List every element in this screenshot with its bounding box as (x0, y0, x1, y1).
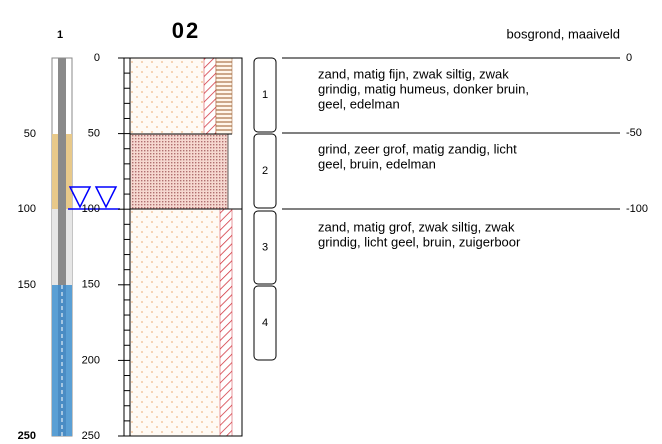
sample-box (253, 57, 277, 133)
silt-admixture (219, 208, 233, 437)
depth-tick-label: 250 (82, 430, 100, 442)
level-label: -100 (626, 203, 648, 215)
water-level-symbol (68, 186, 92, 209)
sample-label: 3 (262, 241, 268, 253)
well-depth-label: 50 (24, 128, 36, 140)
well-depth-label: 150 (18, 279, 36, 291)
sample-box (253, 285, 277, 361)
sand-layer (130, 58, 204, 134)
silt-admixture (203, 57, 217, 135)
sample-box (253, 133, 277, 209)
layer-description: geel, bruin, edelman (318, 156, 436, 171)
well-filter (58, 285, 66, 436)
layer-description: geel, edelman (318, 96, 400, 111)
layer-description: grind, zeer grof, matig zandig, licht (318, 141, 517, 156)
layer-description: zand, matig fijn, zwak siltig, zwak (318, 66, 509, 81)
depth-tick-label: 100 (82, 203, 100, 215)
humus-admixture (215, 57, 233, 135)
gravel-layer (129, 133, 229, 210)
sample-label: 2 (262, 165, 268, 177)
sample-box (253, 210, 277, 285)
depth-tick-label: 150 (82, 279, 100, 291)
sample-label: 4 (262, 317, 268, 329)
level-label: 0 (626, 52, 632, 64)
well-depth-label: 100 (18, 203, 36, 215)
depth-tick-label: 200 (82, 354, 100, 366)
level-label: -50 (626, 127, 642, 139)
sand-layer (130, 209, 220, 436)
well-id: 1 (57, 29, 63, 41)
layer-description: grindig, licht geel, bruin, zuigerboor (318, 234, 521, 249)
surface-description: bosgrond, maaiveld (507, 26, 620, 41)
boring-id: 02 (172, 18, 200, 43)
well-depth-label: 250 (18, 430, 36, 442)
well-pipe (58, 58, 66, 285)
depth-tick-label: 0 (94, 52, 100, 64)
layer-description: zand, matig grof, zwak siltig, zwak (318, 219, 515, 234)
water-level-symbol (94, 186, 118, 209)
depth-tick-label: 50 (88, 128, 100, 140)
sample-label: 1 (262, 89, 268, 101)
boring-column (129, 57, 243, 437)
layer-description: grindig, matig humeus, donker bruin, (318, 81, 529, 96)
